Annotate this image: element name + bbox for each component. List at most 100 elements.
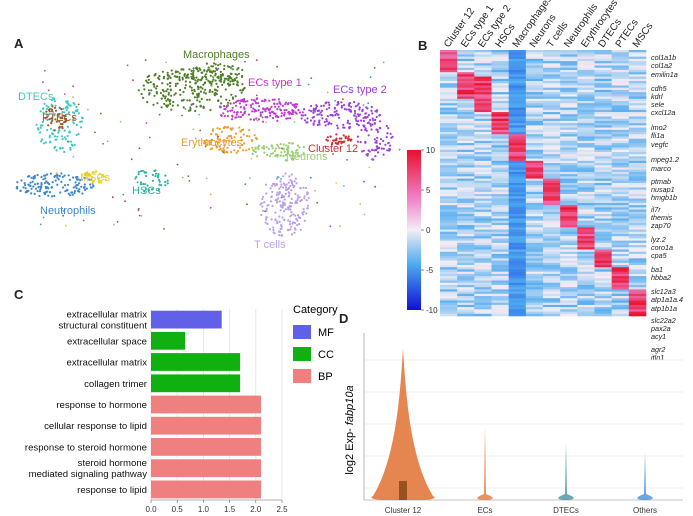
heatmap-cell <box>628 207 647 210</box>
heatmap-cell <box>560 189 578 193</box>
umap-point <box>292 213 295 216</box>
heatmap-cell <box>560 85 578 88</box>
heatmap-cell <box>577 63 595 66</box>
umap-point <box>56 173 59 176</box>
heatmap-cell <box>611 116 630 120</box>
bar-chart-bars <box>151 310 261 499</box>
umap-point <box>227 82 230 85</box>
umap-point <box>275 154 278 157</box>
heatmap-cell <box>560 105 578 108</box>
heatmap-cell <box>577 58 595 62</box>
umap-point <box>76 183 79 187</box>
heatmap-cell <box>628 107 647 111</box>
umap-point <box>372 119 375 122</box>
heatmap-cell <box>628 56 647 60</box>
umap-point <box>213 88 216 91</box>
heatmap-cell <box>508 171 527 175</box>
heatmap-cell <box>560 158 578 162</box>
umap-point <box>349 139 352 142</box>
heatmap-cell <box>543 127 561 131</box>
umap-point <box>216 137 219 140</box>
heatmap-cell <box>577 98 595 102</box>
heatmap-cell <box>440 138 458 142</box>
heatmap-cell <box>457 169 475 173</box>
heatmap-cell <box>525 169 544 173</box>
umap-point <box>363 125 366 128</box>
heatmap-cell <box>474 200 492 204</box>
umap-point <box>63 184 67 187</box>
heatmap-cell <box>560 258 578 261</box>
umap-point <box>161 82 164 85</box>
heatmap-cell <box>440 114 458 117</box>
heatmap-cell <box>577 249 595 253</box>
umap-point <box>80 185 83 188</box>
heatmap-cell <box>577 222 595 226</box>
heatmap-cell <box>543 200 561 204</box>
heatmap-cell <box>457 200 475 204</box>
heatmap-cell <box>594 123 612 126</box>
heatmap-cell <box>440 78 458 82</box>
heatmap-cell <box>457 273 475 277</box>
umap-point <box>189 106 192 109</box>
heatmap-cell <box>628 127 647 131</box>
heatmap-cell <box>543 174 561 177</box>
umap-point <box>56 114 59 117</box>
umap-point <box>78 182 81 185</box>
heatmap-cell <box>611 273 630 277</box>
heatmap-cell <box>577 178 595 182</box>
umap-point <box>273 98 276 101</box>
heatmap-cell <box>508 220 527 224</box>
heatmap-cell <box>491 165 509 168</box>
heatmap-cell <box>440 103 458 106</box>
heatmap-cell <box>474 276 492 279</box>
umap-point <box>243 111 246 115</box>
heatmap-cell <box>611 231 630 235</box>
umap-point <box>278 220 281 223</box>
heatmap-cell <box>594 76 612 80</box>
umap-point <box>51 195 54 198</box>
heatmap-cell <box>594 120 612 124</box>
heatmap-cell <box>474 138 492 142</box>
heatmap-cell <box>543 307 561 310</box>
heatmap-cell <box>508 291 527 295</box>
heatmap-cell <box>491 92 509 95</box>
umap-point <box>88 172 91 176</box>
heatmap-cell <box>440 302 458 306</box>
umap-point <box>93 171 96 174</box>
heatmap-cell <box>525 298 544 301</box>
umap-point <box>335 112 338 115</box>
heatmap-cell <box>525 69 544 73</box>
bar-x-tick-label: 1.5 <box>224 505 236 514</box>
heatmap-cell <box>474 136 492 139</box>
umap-point <box>276 119 279 122</box>
umap-point <box>385 136 388 139</box>
umap-point <box>193 88 196 92</box>
heatmap-cell <box>577 229 595 233</box>
umap-point <box>269 114 272 117</box>
umap-point <box>209 68 212 71</box>
heatmap-cell <box>577 207 595 210</box>
heatmap-cell <box>611 158 630 162</box>
heatmap-cell <box>457 269 475 272</box>
umap-point <box>291 183 294 186</box>
heatmap-cell <box>577 240 595 244</box>
heatmap-cell <box>525 291 544 295</box>
umap-point <box>246 203 248 206</box>
heatmap-gene-label: nusap1 <box>651 185 675 194</box>
umap-point <box>39 188 42 191</box>
umap-point <box>210 85 213 88</box>
umap-point <box>136 181 139 184</box>
heatmap-cell <box>491 211 509 215</box>
heatmap-cell <box>628 187 647 190</box>
heatmap-cell <box>440 123 458 126</box>
umap-point <box>307 83 310 86</box>
heatmap-cell <box>543 247 561 250</box>
umap-point <box>207 66 210 69</box>
heatmap-cell <box>440 56 458 60</box>
umap-point <box>172 100 175 104</box>
umap-point <box>248 129 251 132</box>
heatmap-cell <box>543 169 561 173</box>
umap-point <box>234 79 237 82</box>
heatmap-cell <box>611 247 630 250</box>
umap-point <box>274 218 277 221</box>
